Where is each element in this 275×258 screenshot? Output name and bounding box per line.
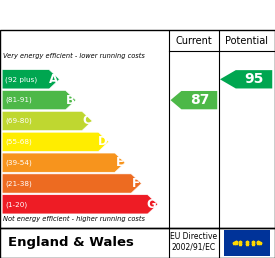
Text: A: A bbox=[49, 73, 58, 86]
Text: Not energy efficient - higher running costs: Not energy efficient - higher running co… bbox=[3, 216, 145, 222]
Text: (21-38): (21-38) bbox=[5, 180, 32, 187]
Polygon shape bbox=[2, 111, 92, 131]
Polygon shape bbox=[2, 132, 109, 151]
Text: C: C bbox=[82, 115, 91, 127]
Polygon shape bbox=[2, 91, 76, 110]
Text: England & Wales: England & Wales bbox=[8, 236, 134, 249]
FancyBboxPatch shape bbox=[224, 230, 270, 256]
Polygon shape bbox=[2, 70, 59, 89]
Text: (39-54): (39-54) bbox=[5, 159, 32, 166]
Text: Current: Current bbox=[175, 36, 212, 46]
Polygon shape bbox=[2, 195, 158, 214]
Polygon shape bbox=[2, 174, 141, 193]
Text: Potential: Potential bbox=[225, 36, 268, 46]
Text: D: D bbox=[97, 135, 107, 148]
Text: G: G bbox=[147, 198, 156, 211]
Text: Energy Efficiency Rating: Energy Efficiency Rating bbox=[6, 8, 208, 23]
Text: B: B bbox=[65, 94, 75, 107]
Polygon shape bbox=[170, 91, 217, 109]
Text: 95: 95 bbox=[244, 72, 264, 86]
Text: F: F bbox=[132, 177, 140, 190]
Text: EU Directive
2002/91/EC: EU Directive 2002/91/EC bbox=[170, 232, 218, 252]
Polygon shape bbox=[220, 70, 272, 88]
Polygon shape bbox=[2, 153, 125, 172]
Text: (81-91): (81-91) bbox=[5, 97, 32, 103]
Text: Very energy efficient - lower running costs: Very energy efficient - lower running co… bbox=[3, 53, 145, 59]
Text: E: E bbox=[116, 156, 124, 169]
Text: (1-20): (1-20) bbox=[5, 201, 27, 208]
Text: (55-68): (55-68) bbox=[5, 139, 32, 145]
Text: 87: 87 bbox=[190, 93, 209, 107]
Text: (69-80): (69-80) bbox=[5, 118, 32, 124]
Text: (92 plus): (92 plus) bbox=[5, 76, 37, 83]
